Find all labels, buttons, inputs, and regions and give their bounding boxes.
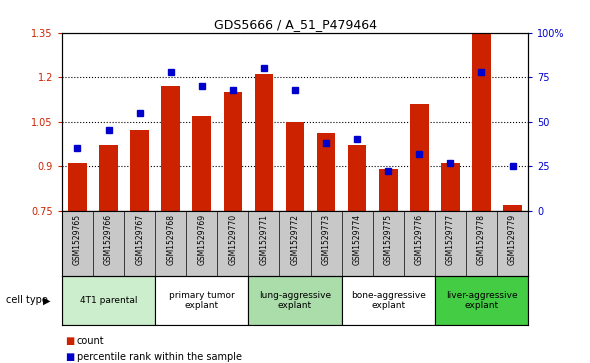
Bar xyxy=(286,122,304,211)
Bar xyxy=(255,74,273,211)
Bar xyxy=(192,116,211,211)
Bar xyxy=(68,163,87,211)
Text: ■: ■ xyxy=(65,336,74,346)
Text: GSM1529771: GSM1529771 xyxy=(260,214,268,265)
Bar xyxy=(441,163,460,211)
Text: liver-aggressive
explant: liver-aggressive explant xyxy=(445,291,517,310)
Text: GSM1529778: GSM1529778 xyxy=(477,214,486,265)
Title: GDS5666 / A_51_P479464: GDS5666 / A_51_P479464 xyxy=(214,19,376,32)
Text: ■: ■ xyxy=(65,352,74,362)
Bar xyxy=(342,276,435,325)
Bar xyxy=(155,276,248,325)
Text: GSM1529772: GSM1529772 xyxy=(290,214,300,265)
Bar xyxy=(379,169,398,211)
Text: GSM1529765: GSM1529765 xyxy=(73,214,82,265)
Bar xyxy=(317,134,335,211)
Bar xyxy=(99,145,118,211)
Text: ▶: ▶ xyxy=(42,295,50,305)
Bar xyxy=(503,205,522,211)
Text: 4T1 parental: 4T1 parental xyxy=(80,296,137,305)
Text: GSM1529770: GSM1529770 xyxy=(228,214,237,265)
Text: GSM1529774: GSM1529774 xyxy=(353,214,362,265)
Text: GSM1529777: GSM1529777 xyxy=(446,214,455,265)
Text: GSM1529775: GSM1529775 xyxy=(384,214,393,265)
Bar xyxy=(224,92,242,211)
Text: GSM1529769: GSM1529769 xyxy=(197,214,206,265)
Text: GSM1529767: GSM1529767 xyxy=(135,214,144,265)
Bar xyxy=(130,131,149,211)
Text: GSM1529766: GSM1529766 xyxy=(104,214,113,265)
Text: primary tumor
explant: primary tumor explant xyxy=(169,291,235,310)
Text: bone-aggressive
explant: bone-aggressive explant xyxy=(351,291,425,310)
Bar xyxy=(348,145,366,211)
Bar xyxy=(162,86,180,211)
Text: lung-aggressive
explant: lung-aggressive explant xyxy=(259,291,331,310)
Text: GSM1529768: GSM1529768 xyxy=(166,214,175,265)
Text: GSM1529773: GSM1529773 xyxy=(322,214,330,265)
Text: count: count xyxy=(77,336,104,346)
Text: cell type: cell type xyxy=(6,295,48,305)
Text: GSM1529776: GSM1529776 xyxy=(415,214,424,265)
Bar xyxy=(410,104,428,211)
Text: percentile rank within the sample: percentile rank within the sample xyxy=(77,352,242,362)
Bar xyxy=(248,276,342,325)
Text: GSM1529779: GSM1529779 xyxy=(508,214,517,265)
Bar xyxy=(472,33,491,211)
Bar xyxy=(435,276,528,325)
Bar xyxy=(62,276,155,325)
